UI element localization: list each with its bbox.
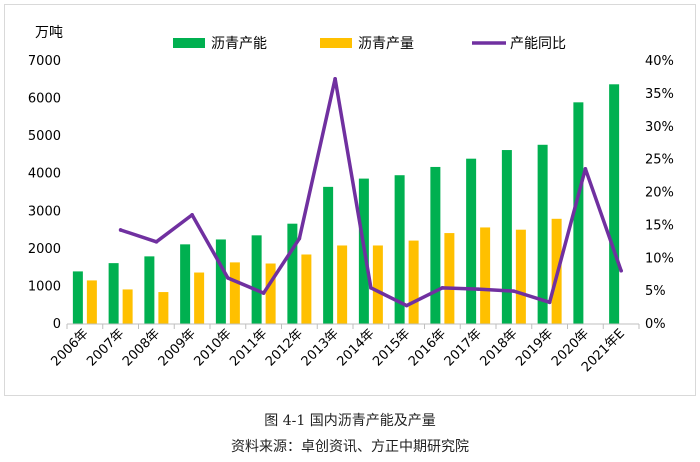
figure-title: 图 4-1 国内沥青产能及产量 xyxy=(264,413,436,429)
capacity-bar xyxy=(394,175,405,324)
y-right-tick-label: 30% xyxy=(645,120,674,135)
output-bar xyxy=(480,227,491,324)
x-tick-label: 2015年 xyxy=(370,326,413,369)
x-tick-label: 2012年 xyxy=(263,326,306,369)
y-right-tick-label: 20% xyxy=(645,186,674,201)
output-bar xyxy=(444,233,455,324)
y-left-tick-label: 2000 xyxy=(28,242,61,257)
y-right-tick-label: 35% xyxy=(645,87,674,102)
output-bar xyxy=(229,262,240,324)
x-tick-label: 2018年 xyxy=(478,326,521,369)
output-bar xyxy=(265,263,276,324)
output-bar xyxy=(122,289,133,324)
legend: 沥青产能 沥青产量 产能同比 xyxy=(173,36,566,52)
y-left-tick-label: 3000 xyxy=(28,204,61,219)
legend-label: 沥青产能 xyxy=(211,36,267,52)
output-bar xyxy=(515,229,526,324)
yoy-point xyxy=(440,286,445,290)
capacity-bar xyxy=(108,263,119,324)
y-left-tick-label: 7000 xyxy=(28,54,61,69)
x-tick-label: 2006年 xyxy=(49,326,92,369)
x-tick-label: 2016年 xyxy=(406,326,449,369)
yoy-point xyxy=(583,167,588,171)
yoy-point xyxy=(261,291,266,295)
yoy-point xyxy=(226,276,230,280)
y-right-tick-label: 15% xyxy=(645,218,674,233)
output-bar xyxy=(408,240,419,324)
yoy-point xyxy=(547,300,552,305)
y-left-tick-label: 5000 xyxy=(28,129,61,144)
capacity-bar xyxy=(323,186,334,324)
capacity-bar xyxy=(287,223,298,324)
yoy-point xyxy=(118,228,123,232)
legend-label: 产能同比 xyxy=(510,36,566,52)
output-bar xyxy=(372,245,383,324)
capacity-bar xyxy=(215,239,226,324)
yoy-point xyxy=(512,289,516,293)
chart-svg: 万吨 沥青产能 沥青产量 产能同比 0 1000 2000 3000 4000 5000 600… xyxy=(28,25,674,375)
yoy-point xyxy=(619,268,623,273)
x-tick-label: 2011年 xyxy=(227,326,270,369)
capacity-bar xyxy=(466,158,477,324)
capacity-bar xyxy=(72,271,83,324)
figure-source: 资料来源：卓创资讯、方正中期研究院 xyxy=(231,439,469,455)
yoy-point xyxy=(404,303,409,308)
output-bar xyxy=(301,254,312,324)
x-tick-label: 2007年 xyxy=(84,326,127,369)
x-tick-label: 2008年 xyxy=(120,326,163,369)
output-bar xyxy=(337,245,348,324)
yoy-point xyxy=(476,287,480,291)
y-left-tick-label: 0 xyxy=(53,317,61,332)
y-right-tick-label: 5% xyxy=(645,284,666,299)
y-left-tick-label: 6000 xyxy=(28,92,61,107)
yoy-point xyxy=(333,76,337,81)
x-tick-label: 2009年 xyxy=(156,326,199,369)
y-right-tick-label: 10% xyxy=(645,251,674,266)
y-left-unit-label: 万吨 xyxy=(35,25,63,41)
x-tick-label: 2010年 xyxy=(192,326,235,369)
output-bar xyxy=(194,272,205,324)
y-right-tick-label: 40% xyxy=(645,54,674,69)
chart-frame: 万吨 沥青产能 沥青产量 产能同比 0 1000 2000 3000 4000 5000 600… xyxy=(4,4,696,396)
yoy-point xyxy=(297,236,302,241)
legend-swatch xyxy=(173,38,205,48)
yoy-point xyxy=(154,240,159,244)
capacity-bar xyxy=(609,84,620,325)
capacity-bar xyxy=(501,150,512,324)
capacity-bar xyxy=(180,244,191,324)
y-left-tick-label: 4000 xyxy=(28,167,61,182)
legend-label: 沥青产量 xyxy=(358,36,414,52)
x-tick-label: 2013年 xyxy=(299,326,342,369)
y-right-axis: 0% 5% 10% 15% 20% 25% 30% 35% 40% xyxy=(645,54,674,332)
output-bar xyxy=(86,280,97,324)
x-tick-label: 2017年 xyxy=(442,326,485,369)
yoy-point xyxy=(369,286,373,290)
y-right-tick-label: 0% xyxy=(645,317,666,332)
legend-swatch xyxy=(320,38,352,48)
y-right-tick-label: 25% xyxy=(645,153,674,168)
x-tick-label: 2019年 xyxy=(513,326,556,369)
capacity-bar xyxy=(251,235,262,324)
output-bar xyxy=(158,292,169,324)
capacity-bar xyxy=(537,144,548,324)
capacity-bar xyxy=(144,256,155,324)
capacity-bar xyxy=(573,102,584,324)
y-left-axis: 0 1000 2000 3000 4000 5000 6000 7000 xyxy=(28,54,61,332)
line-series xyxy=(118,76,623,308)
yoy-point xyxy=(190,213,194,217)
x-axis: 2006年2007年2008年2009年2010年2011年2012年2013年… xyxy=(49,324,640,375)
capacity-bar xyxy=(430,166,441,324)
x-tick-label: 2014年 xyxy=(335,326,378,369)
bar-series xyxy=(72,84,620,325)
y-left-tick-label: 1000 xyxy=(28,279,61,294)
